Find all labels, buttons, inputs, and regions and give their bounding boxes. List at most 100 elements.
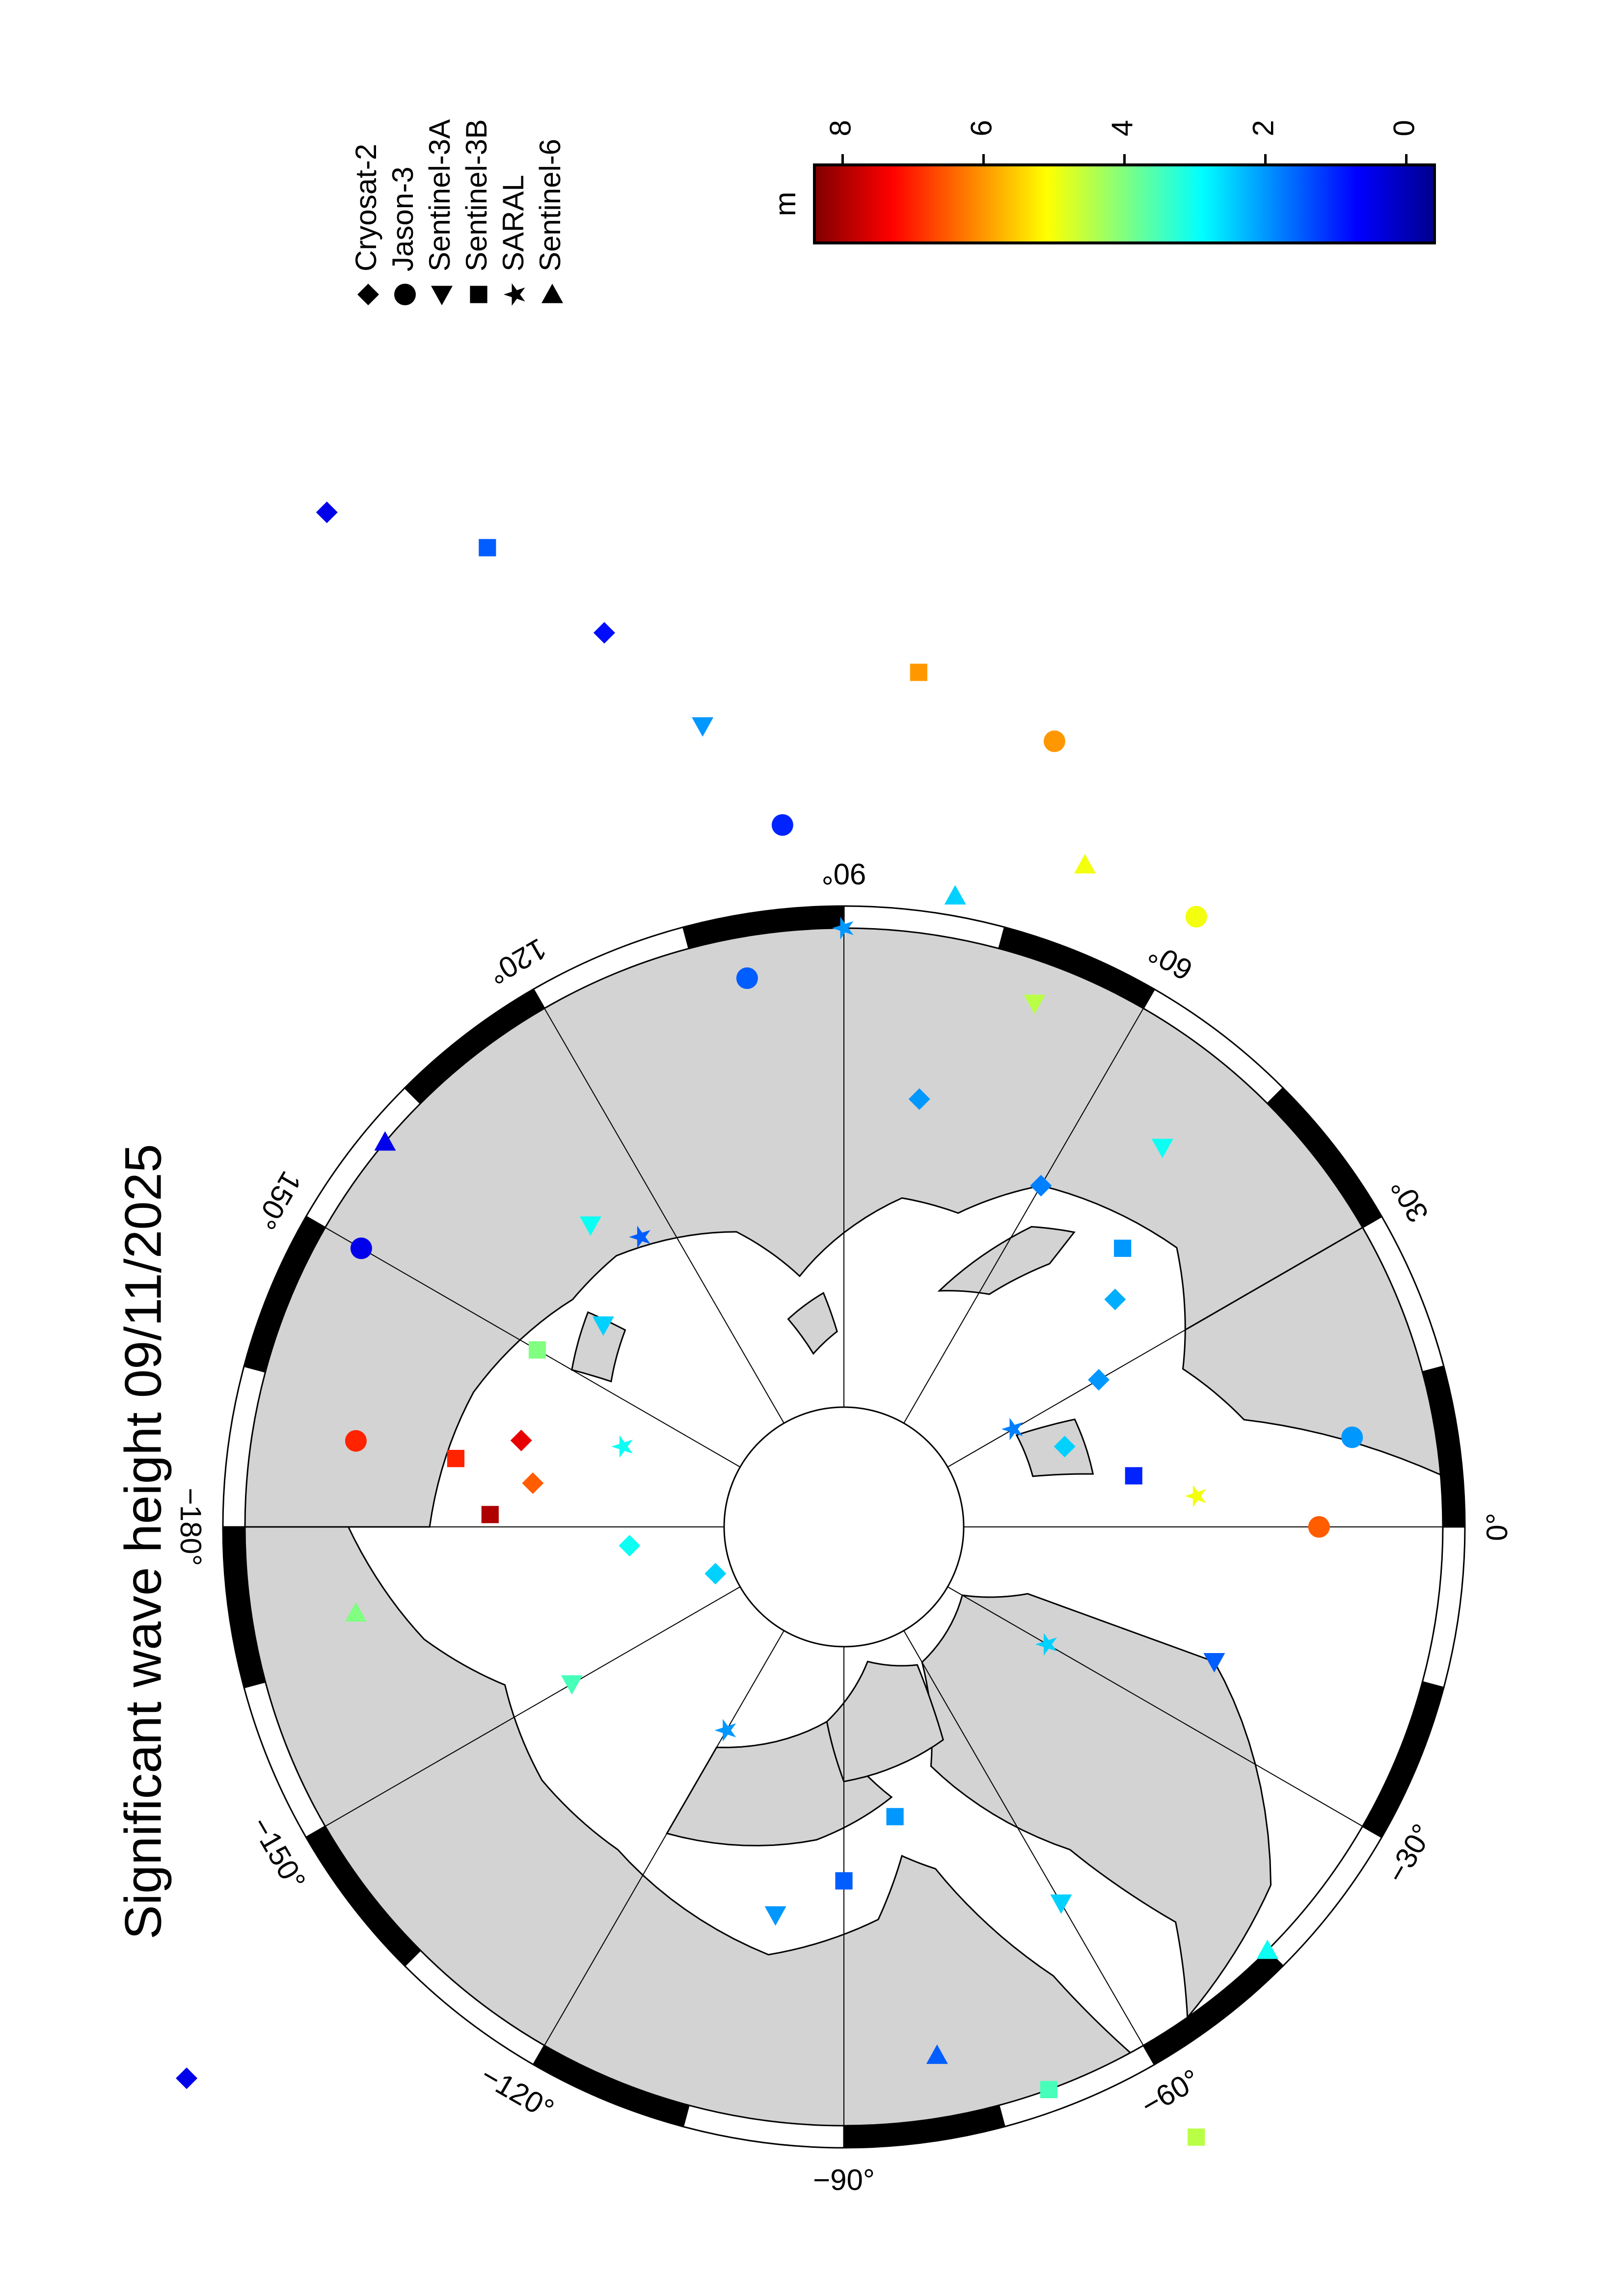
legend-label: Sentinel-3B [460,119,493,271]
observation-marker [1341,1426,1363,1448]
land-masses [245,928,1443,2126]
lon-label: 120° [483,932,552,991]
colorbar-tick-label: 8 [824,120,857,136]
legend-marker [503,283,525,306]
legend-label: Sentinel-3A [423,119,456,271]
graticule-meridian [947,1586,1363,1827]
graticule-meridian [903,1630,1144,2046]
observation-marker [1185,906,1207,928]
observation-marker [1114,1239,1132,1257]
land [937,1226,1076,1295]
observation-marker [832,917,854,939]
observation-marker [593,622,615,644]
map [222,905,1466,2149]
lon-label: −60° [1136,2063,1205,2122]
observation-marker [704,1563,727,1585]
legend: Cryosat-2 Jason-3 Sentinel-3A Sentinel-3B SA… [350,119,567,306]
observation-marker [1050,1894,1072,1914]
frame-segment [1421,1526,1466,1689]
legend-label: Cryosat-2 [350,144,382,271]
land [571,1311,626,1383]
land [1015,1418,1094,1477]
landscape-frame: Significant wave height 09/11/2025 0° 30°… [115,119,1514,2196]
colorbar-tick-label: 4 [1106,120,1138,136]
graticule-meridian [544,1630,784,2046]
land [245,928,1443,1528]
observation-marker [1308,1516,1330,1538]
observation-marker [1043,730,1065,752]
land [826,1660,944,1783]
observation-marker [1256,1939,1278,1959]
observation-marker [481,1506,499,1523]
observation-marker [479,539,496,557]
observation-marker [736,967,758,989]
observation-marker [619,1535,641,1557]
observation-marker [910,664,927,681]
chart-title: Significant wave height 09/11/2025 [115,1144,172,1940]
observation-marker [908,1088,930,1110]
colorbar-label: m [769,192,802,216]
colorbar-tick-label: 2 [1246,120,1279,136]
observation-marker [1125,1467,1142,1485]
observation-marker [350,1237,372,1259]
observation-marker [1024,994,1046,1015]
legend-marker [470,286,487,303]
lon-label: −30° [1380,1818,1439,1888]
observation-marker [1151,1139,1173,1158]
observation-marker [629,1226,650,1249]
lon-label: 0° [1481,1513,1514,1541]
legend-label: Jason-3 [386,167,419,271]
legend-marker [431,286,453,305]
observation-marker [1188,2128,1205,2146]
legend-marker [357,284,379,305]
colorbar-tick-label: 0 [1387,120,1420,136]
observation-marker [592,1316,614,1336]
graticule-meridian [325,1586,741,1827]
colorbar-gradient [813,163,1436,244]
legend-label: SARAL [497,175,530,271]
observation-marker [374,1131,396,1151]
observation-marker [316,501,338,523]
observation-marker [1088,1369,1110,1391]
observation-marker [835,1872,853,1890]
lon-label: −90° [813,2163,875,2196]
observation-marker [1030,1175,1052,1197]
observation-marker [764,1906,786,1926]
lon-label: 90° [822,857,866,890]
observation-marker [176,2067,198,2089]
lon-label: 150° [249,1166,308,1235]
observation-marker [1074,854,1096,874]
observation-marker [1054,1436,1076,1458]
observation-marker [886,1808,904,1825]
observation-marker [611,1435,633,1458]
observation-marker [447,1450,464,1468]
observation-marker [944,885,966,905]
observation-marker [692,717,714,737]
observation-marker [926,2044,948,2064]
graticule-meridian [544,1008,784,1424]
observation-marker [1185,1485,1206,1508]
lon-label: 60° [1143,936,1198,987]
observation-marker [345,1430,367,1452]
land [787,1292,838,1355]
observation-marker [1040,2081,1057,2098]
observation-marker [771,814,793,836]
observation-marker [1035,1633,1057,1656]
observation-marker [579,1216,601,1236]
observation-marker [1104,1288,1126,1310]
colorbar-tick-label: 6 [965,120,998,136]
observation-marker [345,1602,367,1622]
lon-label: −180° [174,1488,207,1566]
observation-marker [1001,1417,1023,1441]
graticule-meridian [903,1008,1144,1424]
observation-marker [528,1341,546,1359]
lon-label: 30° [1384,1173,1434,1228]
observation-marker [714,1719,736,1742]
colorbar: m 0 2 4 6 8 [769,120,1436,244]
observation-marker [1203,1653,1225,1673]
observation-marker [561,1675,583,1695]
legend-marker [541,284,563,303]
legend-label: Sentinel-6 [534,139,567,271]
